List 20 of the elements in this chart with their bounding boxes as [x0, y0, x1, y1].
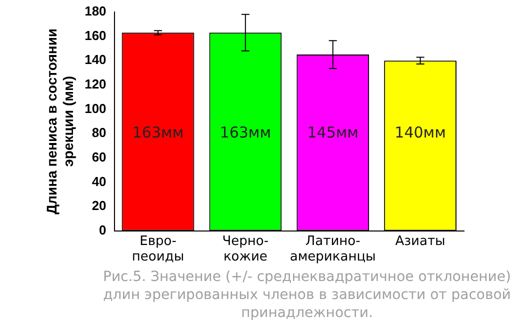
- y-axis-title: Длина пениса в состоянии эрекции (мм): [43, 28, 76, 214]
- x-tick-label: Евро- пеоиды: [132, 234, 184, 265]
- y-tick-label: 20: [92, 198, 106, 214]
- y-tick-label: 140: [84, 52, 106, 68]
- x-tick-label: Азиаты: [395, 234, 446, 249]
- y-tick-label: 160: [84, 28, 106, 43]
- data-label: 163мм: [132, 123, 184, 142]
- x-tick-label: Черно- кожие: [222, 234, 269, 265]
- y-tick-label: 100: [84, 100, 106, 116]
- data-label: 145мм: [307, 123, 358, 142]
- y-tick-label: 80: [92, 125, 106, 140]
- y-tick-label: 120: [84, 76, 106, 92]
- y-tick-label: 0: [99, 222, 106, 238]
- y-tick-label: 40: [92, 174, 106, 189]
- text: Рис.5. Значение (+/- среднеквадратичное отклонение) длин эрегированных членов в зависимости от расовой принадлежности.: [102, 268, 512, 322]
- data-label: 140мм: [394, 123, 446, 142]
- x-tick-label: Латино- американцы: [290, 234, 376, 265]
- data-label: 163мм: [220, 123, 272, 142]
- y-tick-label: 180: [84, 4, 106, 19]
- y-tick-label: 60: [92, 149, 106, 164]
